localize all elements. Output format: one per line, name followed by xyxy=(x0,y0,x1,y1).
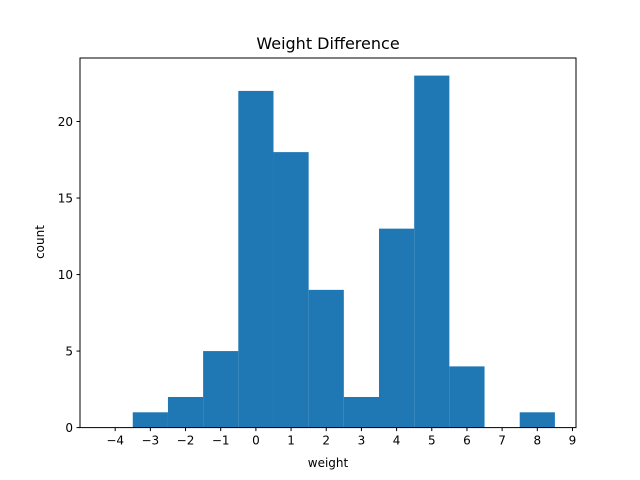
x-tick-label-6: 2 xyxy=(322,434,330,448)
x-tick-label-0: −4 xyxy=(106,434,124,448)
histogram-bar-11 xyxy=(519,412,555,428)
histogram-bar-9 xyxy=(449,366,485,428)
bars-group xyxy=(132,75,555,428)
histogram-bar-5 xyxy=(308,289,344,428)
histogram-bar-6 xyxy=(343,396,380,428)
y-tick-label-1: 5 xyxy=(65,345,73,359)
x-tick-label-3: −1 xyxy=(212,434,230,448)
x-tick-label-4: 0 xyxy=(252,434,260,448)
x-tick-label-5: 1 xyxy=(287,434,295,448)
histogram-bar-0 xyxy=(132,412,168,428)
ticks-group: −4 −3 −2 −1 0 1 2 3 4 5 6 7 8 9 0 5 10 15 20 xyxy=(58,115,577,448)
histogram-bar-4 xyxy=(273,152,309,428)
x-tick-label-1: −3 xyxy=(142,434,160,448)
histogram-bar-1 xyxy=(167,396,204,428)
x-tick-label-11: 7 xyxy=(498,434,506,448)
x-tick-label-9: 5 xyxy=(428,434,436,448)
x-axis-label: weight xyxy=(308,456,349,470)
y-axis-label: count xyxy=(33,225,47,259)
x-tick-label-13: 9 xyxy=(569,434,577,448)
y-tick-label-2: 10 xyxy=(58,268,73,282)
histogram-bar-3 xyxy=(238,90,274,428)
y-tick-label-4: 20 xyxy=(58,115,73,129)
chart-title: Weight Difference xyxy=(256,34,399,53)
x-tick-label-7: 3 xyxy=(358,434,366,448)
histogram-bar-2 xyxy=(203,351,239,428)
axes-frame xyxy=(79,57,577,429)
x-tick-label-10: 6 xyxy=(463,434,471,448)
y-tick-label-3: 15 xyxy=(58,192,73,206)
y-tick-label-0: 0 xyxy=(65,421,73,435)
histogram-bar-8 xyxy=(414,75,450,428)
x-tick-label-8: 4 xyxy=(393,434,401,448)
x-tick-label-2: −2 xyxy=(177,434,195,448)
x-tick-label-12: 8 xyxy=(533,434,541,448)
histogram-bar-7 xyxy=(379,228,415,428)
